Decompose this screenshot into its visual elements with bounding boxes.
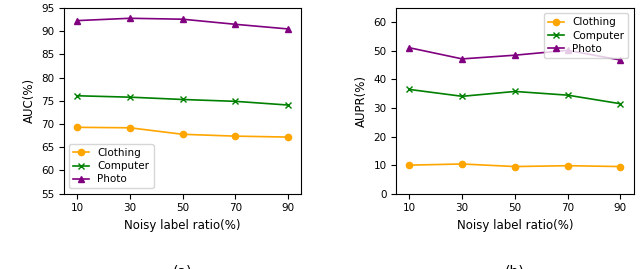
Photo [232,23,239,26]
Line: Photo: Photo [74,15,291,32]
Photo [284,27,292,31]
Photo [406,46,413,49]
Line: Clothing: Clothing [74,124,291,140]
Computer [126,95,134,99]
Photo [74,19,81,22]
Y-axis label: AUC(%): AUC(%) [22,78,35,123]
Photo [179,17,186,21]
Photo [511,54,519,57]
Photo [564,49,572,52]
Legend: Clothing, Computer, Photo: Clothing, Computer, Photo [69,144,154,189]
Clothing [406,164,413,167]
Computer [406,88,413,91]
Computer [564,94,572,97]
Computer [179,98,186,101]
Line: Computer: Computer [74,93,291,108]
Y-axis label: AUPR(%): AUPR(%) [355,75,368,127]
Line: Clothing: Clothing [406,161,623,170]
Clothing [564,164,572,167]
Photo [458,57,466,61]
Clothing [232,134,239,138]
Clothing [284,136,292,139]
Computer [458,95,466,98]
Clothing [616,165,624,168]
Line: Computer: Computer [406,86,623,107]
Computer [511,90,519,93]
X-axis label: Noisy label ratio(%): Noisy label ratio(%) [124,219,241,232]
Clothing [179,133,186,136]
Photo [616,58,624,62]
Computer [232,100,239,103]
Photo [126,17,134,20]
Computer [616,102,624,105]
Clothing [458,162,466,166]
Text: (a): (a) [173,264,193,269]
Clothing [511,165,519,168]
X-axis label: Noisy label ratio(%): Noisy label ratio(%) [457,219,573,232]
Computer [284,104,292,107]
Clothing [126,126,134,129]
Legend: Clothing, Computer, Photo: Clothing, Computer, Photo [544,13,628,58]
Line: Photo: Photo [406,45,623,63]
Text: (b): (b) [505,264,525,269]
Computer [74,94,81,97]
Clothing [74,126,81,129]
